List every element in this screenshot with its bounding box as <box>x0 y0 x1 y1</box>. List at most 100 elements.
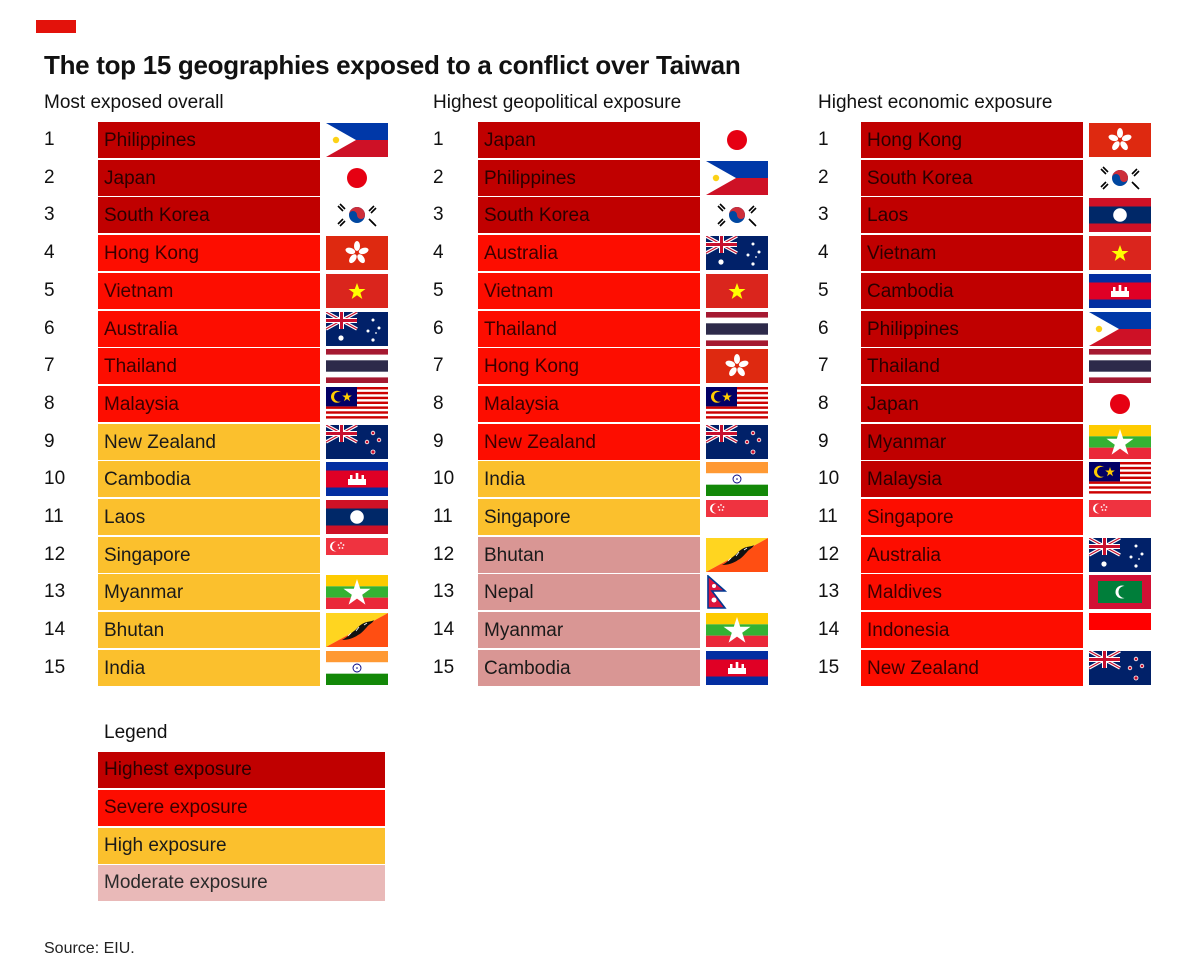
rank-label: 6 <box>44 317 55 339</box>
exposure-bar: India <box>98 649 320 686</box>
exposure-bar: South Korea <box>478 197 700 234</box>
rank-label: 9 <box>433 430 444 452</box>
rank-label: 15 <box>818 656 840 678</box>
exposure-bar: Japan <box>861 385 1083 422</box>
exposure-bar: Vietnam <box>98 272 320 309</box>
table-row: 1 Philippines <box>44 122 424 158</box>
table-row: 7 Thailand <box>818 348 1198 385</box>
exposure-bar: Malaysia <box>98 385 320 422</box>
exposure-bar: Singapore <box>98 536 320 573</box>
table-row: 13 Nepal <box>433 574 813 611</box>
table-row: 15 New Zealand <box>818 649 1198 686</box>
australia-flag-icon <box>326 311 388 346</box>
rank-label: 3 <box>433 204 444 226</box>
philippines-flag-icon <box>1089 311 1151 346</box>
rank-label: 6 <box>433 317 444 339</box>
malaysia-flag-icon <box>326 386 388 421</box>
philippines-flag-icon <box>706 160 768 195</box>
rank-label: 14 <box>818 619 840 641</box>
table-row: 14 Indonesia <box>818 612 1198 649</box>
table-row: 8 Japan <box>818 385 1198 422</box>
column-heading: Highest economic exposure <box>818 92 1053 113</box>
exposure-bar: South Korea <box>98 197 320 234</box>
new-zealand-flag-icon <box>326 424 388 459</box>
legend-item-severe: Severe exposure <box>98 790 385 826</box>
table-row: 2 Japan <box>44 159 424 196</box>
rank-label: 4 <box>44 242 55 264</box>
table-row: 11 Singapore <box>433 499 813 535</box>
table-row: 12 Australia <box>818 536 1198 573</box>
rank-label: 3 <box>44 204 55 226</box>
table-row: 9 New Zealand <box>44 423 424 460</box>
exposure-bar: Vietnam <box>478 272 700 309</box>
table-row: 7 Thailand <box>44 348 424 385</box>
indonesia-flag-icon <box>1089 613 1151 648</box>
rank-label: 4 <box>433 242 444 264</box>
table-row: 7 Hong Kong <box>433 348 813 385</box>
exposure-bar: Thailand <box>861 348 1083 385</box>
exposure-bar: Philippines <box>861 310 1083 347</box>
thailand-flag-icon <box>326 349 388 384</box>
legend-title: Legend <box>104 722 168 743</box>
laos-flag-icon <box>1089 198 1151 233</box>
table-row: 2 Philippines <box>433 159 813 196</box>
singapore-flag-icon <box>326 537 388 572</box>
legend-item-highest: Highest exposure <box>98 752 385 788</box>
exposure-bar: Australia <box>478 235 700 272</box>
exposure-bar: Indonesia <box>861 612 1083 649</box>
exposure-bar: Japan <box>98 159 320 196</box>
rank-label: 15 <box>433 656 455 678</box>
rank-label: 11 <box>44 506 64 527</box>
table-row: 4 Vietnam <box>818 235 1198 272</box>
rank-label: 13 <box>433 581 455 603</box>
table-row: 11 Singapore <box>818 499 1198 535</box>
exposure-bar: Australia <box>98 310 320 347</box>
rank-label: 12 <box>433 543 455 565</box>
exposure-bar: South Korea <box>861 159 1083 196</box>
exposure-bar: Myanmar <box>861 423 1083 460</box>
rank-label: 5 <box>44 279 55 301</box>
cambodia-flag-icon <box>326 462 388 497</box>
exposure-bar: Malaysia <box>861 461 1083 498</box>
rank-label: 15 <box>44 656 66 678</box>
rank-label: 13 <box>44 581 66 603</box>
exposure-bar: New Zealand <box>98 423 320 460</box>
table-row: 6 Philippines <box>818 310 1198 347</box>
table-row: 6 Thailand <box>433 310 813 347</box>
vietnam-flag-icon <box>326 273 388 308</box>
exposure-bar: New Zealand <box>861 649 1083 686</box>
new-zealand-flag-icon <box>706 424 768 459</box>
malaysia-flag-icon <box>1089 462 1151 497</box>
table-row: 14 Bhutan <box>44 612 424 649</box>
exposure-bar: India <box>478 461 700 498</box>
exposure-bar: Thailand <box>98 348 320 385</box>
exposure-bar: Cambodia <box>98 461 320 498</box>
exposure-bar: Australia <box>861 536 1083 573</box>
table-row: 15 India <box>44 649 424 686</box>
myanmar-flag-icon <box>326 575 388 610</box>
rank-label: 13 <box>818 581 840 603</box>
exposure-bar: Maldives <box>861 574 1083 611</box>
rank-label: 8 <box>433 392 444 414</box>
rank-label: 5 <box>818 279 829 301</box>
hong-kong-flag-icon <box>1089 123 1151 157</box>
philippines-flag-icon <box>326 123 388 157</box>
thailand-flag-icon <box>1089 349 1151 384</box>
japan-flag-icon <box>326 160 388 195</box>
japan-flag-icon <box>1089 386 1151 421</box>
table-row: 9 Myanmar <box>818 423 1198 460</box>
thailand-flag-icon <box>706 311 768 346</box>
india-flag-icon <box>706 462 768 497</box>
table-row: 6 Australia <box>44 310 424 347</box>
south-korea-flag-icon <box>706 198 768 233</box>
column-heading: Highest geopolitical exposure <box>433 92 682 113</box>
table-row: 3 Laos <box>818 197 1198 234</box>
rank-label: 1 <box>818 129 829 150</box>
table-row: 14 Myanmar <box>433 612 813 649</box>
japan-flag-icon <box>706 123 768 157</box>
nepal-flag-icon <box>706 575 768 610</box>
rank-label: 2 <box>44 166 55 188</box>
vietnam-flag-icon <box>1089 236 1151 271</box>
rank-label: 1 <box>44 129 55 150</box>
rank-label: 4 <box>818 242 829 264</box>
